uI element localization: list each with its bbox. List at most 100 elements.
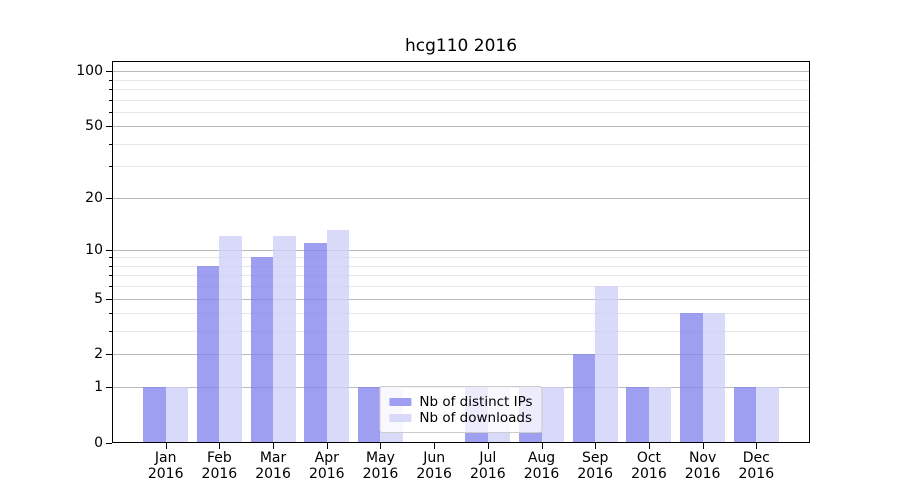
x-tick-month: Nov: [688, 450, 717, 466]
y-tick-mark: [106, 443, 112, 444]
y-tick-label: 50: [85, 118, 103, 135]
y-tick-mark: [106, 387, 112, 389]
x-tick-month: May: [365, 450, 395, 466]
x-tick-year: 2016: [255, 466, 291, 482]
x-tick-label-mar: Mar 2016: [245, 450, 301, 482]
x-tick-month: Feb: [206, 450, 232, 466]
y-tick-mark: [106, 71, 112, 73]
legend-swatch-downloads: [389, 413, 412, 422]
bar-sep-downloads: [595, 286, 618, 443]
major-gridline: [112, 71, 810, 73]
x-tick-year: 2016: [523, 466, 560, 482]
x-tick-mark: [326, 443, 328, 449]
y-minor-tick-mark: [109, 111, 112, 113]
bar-mar-downloads: [273, 236, 296, 443]
y-tick-label: 1: [94, 379, 103, 396]
x-tick-label-jan: Jan 2016: [138, 450, 194, 482]
x-tick-month: Jul: [479, 450, 497, 466]
bar-oct-distinct-ips: [626, 387, 649, 443]
x-tick-year: 2016: [631, 466, 667, 482]
x-tick-mark: [380, 443, 382, 449]
minor-gridline: [112, 143, 810, 145]
bar-jan-distinct-ips: [143, 387, 166, 443]
bar-feb-downloads: [219, 236, 242, 443]
x-tick-label-sep: Sep 2016: [567, 450, 623, 482]
x-tick-mark: [648, 443, 650, 449]
x-tick-mark: [165, 443, 167, 449]
legend-swatch-distinct-ips: [389, 397, 412, 406]
y-minor-tick-mark: [109, 313, 112, 315]
y-tick-mark: [106, 354, 112, 356]
x-tick-label-oct: Oct 2016: [621, 450, 677, 482]
major-gridline: [112, 197, 810, 199]
major-gridline: [112, 249, 810, 251]
bar-may-distinct-ips: [357, 387, 381, 443]
x-tick-label-jun: Jun 2016: [406, 450, 462, 482]
x-tick-month: Mar: [259, 450, 287, 466]
x-tick-month: Jan: [154, 450, 177, 466]
bar-sep-distinct-ips: [572, 354, 596, 443]
major-gridline: [112, 354, 810, 356]
minor-gridline: [112, 286, 810, 288]
x-tick-mark: [756, 443, 758, 449]
y-tick-label: 100: [76, 63, 103, 80]
bar-nov-distinct-ips: [680, 313, 703, 443]
x-tick-year: 2016: [577, 466, 614, 482]
x-tick-year: 2016: [684, 466, 721, 482]
x-tick-label-nov: Nov 2016: [675, 450, 731, 482]
x-tick-mark: [595, 443, 597, 449]
legend-item-downloads: Nb of downloads: [389, 409, 532, 426]
plot-area: Nb of distinct IPs Nb of downloads: [112, 61, 810, 443]
y-tick-mark: [106, 249, 112, 251]
x-tick-year: 2016: [362, 466, 399, 482]
minor-gridline: [112, 111, 810, 113]
minor-gridline: [112, 265, 810, 267]
bar-apr-downloads: [326, 230, 350, 443]
bar-apr-distinct-ips: [304, 242, 327, 443]
x-tick-year: 2016: [201, 466, 238, 482]
minor-gridline: [112, 275, 810, 277]
x-tick-month: Apr: [314, 450, 339, 466]
x-tick-month: Aug: [527, 450, 556, 466]
y-tick-label: 20: [85, 189, 103, 206]
y-tick-mark: [106, 298, 112, 300]
y-tick-label: 10: [85, 241, 103, 258]
x-tick-mark: [219, 443, 221, 449]
y-minor-tick-mark: [109, 257, 112, 259]
minor-gridline: [112, 99, 810, 101]
x-tick-mark: [541, 443, 543, 449]
y-tick-label: 2: [94, 346, 103, 363]
y-minor-tick-mark: [109, 265, 112, 267]
y-tick-mark: [106, 126, 112, 128]
x-tick-year: 2016: [147, 466, 184, 482]
minor-gridline: [112, 331, 810, 333]
bar-oct-downloads: [648, 387, 672, 443]
y-minor-tick-mark: [109, 143, 112, 145]
x-tick-month: Sep: [582, 450, 609, 466]
chart-title: hcg110 2016: [404, 36, 518, 56]
x-tick-month: Jun: [423, 450, 446, 466]
x-tick-mark: [273, 443, 275, 449]
bar-dec-downloads: [756, 387, 779, 443]
bar-dec-distinct-ips: [733, 387, 757, 443]
x-tick-month: Oct: [636, 450, 662, 466]
x-tick-label-apr: Apr 2016: [299, 450, 355, 482]
y-minor-tick-mark: [109, 275, 112, 277]
y-minor-tick-mark: [109, 79, 112, 81]
bar-nov-downloads: [702, 313, 726, 443]
legend-item-distinct-ips: Nb of distinct IPs: [389, 393, 533, 410]
x-tick-label-dec: Dec 2016: [728, 450, 784, 482]
x-tick-label-may: May 2016: [352, 450, 408, 482]
major-gridline: [112, 126, 810, 128]
legend-label-distinct-ips: Nb of distinct IPs: [419, 393, 533, 410]
x-tick-mark: [487, 443, 489, 449]
legend-label-downloads: Nb of downloads: [419, 409, 532, 426]
x-tick-label-jul: Jul 2016: [460, 450, 516, 482]
y-tick-mark: [106, 197, 112, 199]
y-minor-tick-mark: [109, 286, 112, 288]
minor-gridline: [112, 79, 810, 81]
bar-mar-distinct-ips: [250, 257, 274, 443]
x-tick-mark: [434, 443, 436, 449]
x-tick-year: 2016: [470, 466, 506, 482]
